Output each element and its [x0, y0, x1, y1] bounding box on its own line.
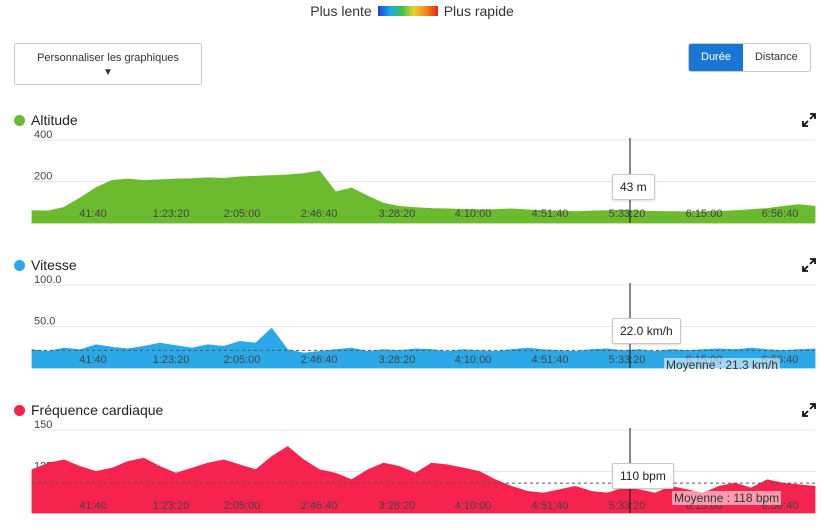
expand-icon[interactable]	[802, 403, 816, 417]
speed-panel: Vitesse	[0, 253, 824, 378]
altitude-tooltip: 43 m	[612, 174, 655, 200]
speed-x-tick: 2:05:00	[224, 354, 261, 366]
altitude-x-tick: 6:15:00	[686, 208, 723, 220]
speed-tooltip: 22.0 km/h	[612, 318, 681, 344]
speed-average-label: Moyenne : 21.3 km/h	[664, 358, 781, 372]
speed-area	[31, 327, 816, 369]
customize-charts-label: Personnaliser les graphiques	[37, 52, 179, 64]
altitude-y-tick: 200	[34, 171, 52, 183]
fast-label: Plus rapide	[443, 3, 514, 19]
heart-rate-tooltip: 110 bpm	[612, 463, 674, 489]
speed-x-tick: 5:33:20	[609, 354, 646, 366]
heart_rate-x-tick: 5:33:20	[609, 500, 646, 512]
speed-y-tick: 100.0	[34, 274, 62, 286]
altitude-panel: Altitude	[0, 108, 824, 233]
speed-title: Vitesse	[14, 257, 77, 273]
heart-rate-average-label: Moyenne : 118 bpm	[672, 491, 782, 505]
heart_rate-x-tick: 2:46:40	[301, 500, 338, 512]
speed-x-tick: 4:51:40	[532, 354, 569, 366]
altitude-x-tick: 5:33:20	[609, 208, 646, 220]
altitude-area	[31, 170, 816, 224]
heart_rate-x-tick: 1:23:20	[153, 500, 190, 512]
altitude-title: Altitude	[14, 112, 78, 128]
expand-icon[interactable]	[802, 258, 816, 272]
speed-title-text: Vitesse	[31, 257, 77, 273]
speed-x-tick: 1:23:20	[153, 354, 190, 366]
altitude-legend-dot	[14, 114, 25, 126]
heart-rate-title-text: Fréquence cardiaque	[31, 402, 164, 418]
speed-x-tick: 41:40	[79, 354, 107, 366]
expand-icon[interactable]	[802, 113, 816, 127]
altitude-x-tick: 2:05:00	[224, 208, 261, 220]
altitude-y-tick: 400	[34, 129, 52, 141]
duration-button[interactable]: Durée	[689, 44, 743, 71]
altitude-title-text: Altitude	[31, 112, 78, 128]
altitude-x-tick: 1:23:20	[153, 208, 190, 220]
speed-y-tick: 50.0	[34, 316, 55, 328]
altitude-x-tick: 4:10:00	[455, 208, 492, 220]
speed-gradient-bar	[377, 6, 438, 16]
heart_rate-area	[31, 446, 816, 514]
customize-charts-button[interactable]: Personnaliser les graphiques ▼	[14, 43, 202, 85]
speed-x-tick: 4:10:00	[455, 354, 492, 366]
heart_rate-x-tick: 3:28:20	[379, 500, 416, 512]
heart-rate-title: Fréquence cardiaque	[14, 402, 163, 418]
altitude-x-tick: 2:46:40	[301, 208, 338, 220]
altitude-x-tick: 41:40	[79, 208, 107, 220]
altitude-x-tick: 4:51:40	[532, 208, 569, 220]
heart-rate-panel: Fréquence cardiaque	[0, 398, 824, 523]
speed-legend-dot	[14, 259, 25, 271]
heart_rate-x-tick: 4:51:40	[532, 500, 569, 512]
slow-label: Plus lente	[310, 3, 372, 19]
heart_rate-y-tick: 150	[34, 419, 52, 431]
distance-button[interactable]: Distance	[742, 44, 810, 71]
speed-x-tick: 2:46:40	[301, 354, 338, 366]
heart_rate-x-tick: 4:10:00	[455, 500, 492, 512]
caret-down-icon: ▼	[103, 67, 113, 78]
altitude-x-tick: 3:28:20	[379, 208, 416, 220]
heart-rate-legend-dot	[14, 404, 25, 416]
speed-color-legend: Plus lente Plus rapide	[0, 2, 824, 20]
altitude-x-tick: 6:56:40	[762, 208, 799, 220]
heart_rate-x-tick: 2:05:00	[224, 500, 261, 512]
heart_rate-x-tick: 41:40	[79, 500, 107, 512]
speed-x-tick: 3:28:20	[379, 354, 416, 366]
axis-mode-toggle: Durée Distance	[688, 43, 811, 72]
